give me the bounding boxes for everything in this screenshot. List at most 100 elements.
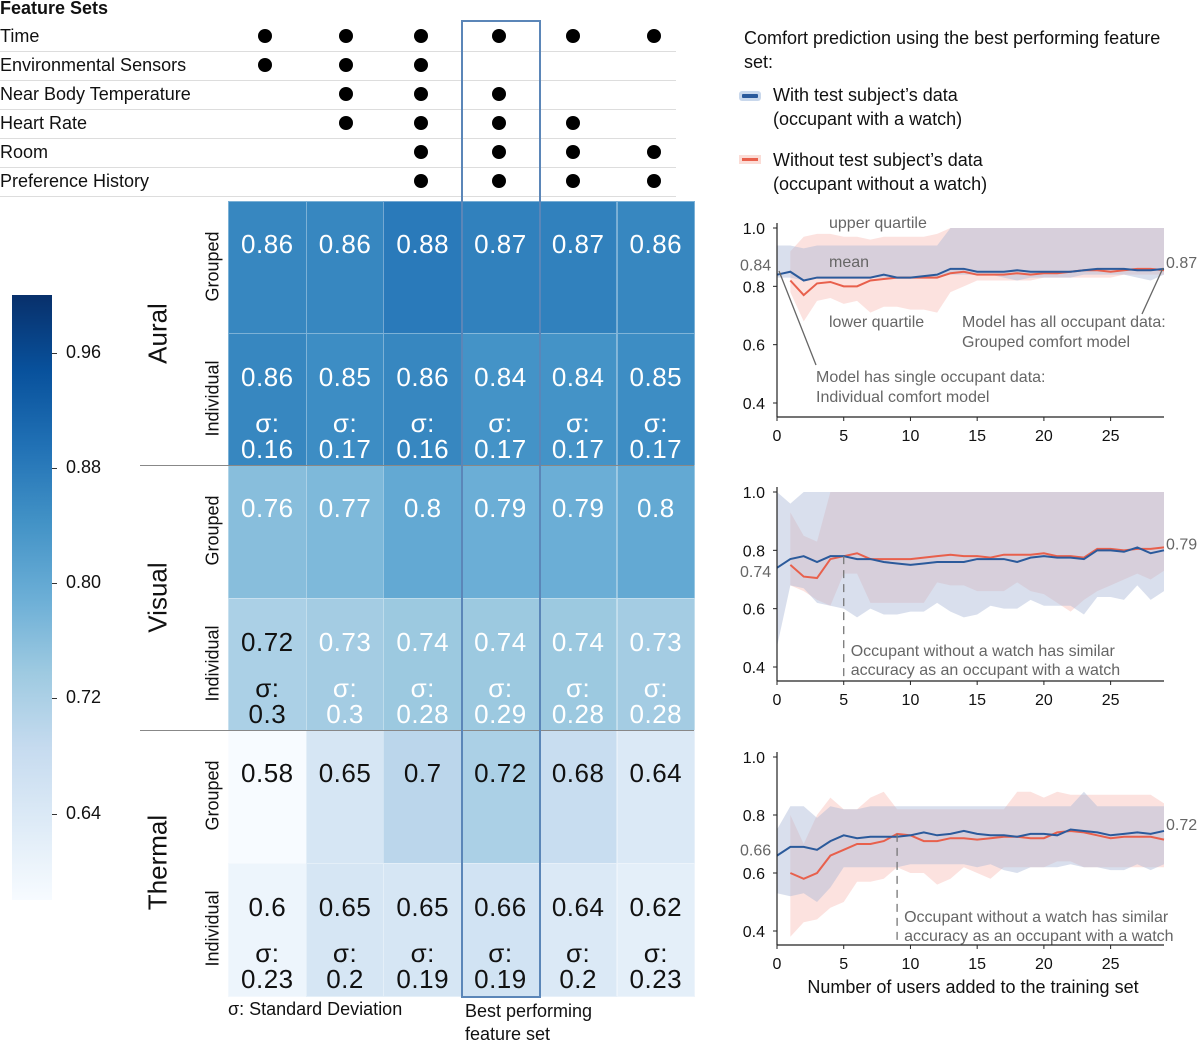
start-value-label: 0.74 bbox=[740, 564, 771, 581]
arrow-individual bbox=[778, 270, 817, 366]
legend-label: With test subject’s data bbox=[773, 85, 958, 105]
feature-label: Time bbox=[0, 26, 40, 46]
annotation-mean: mean bbox=[829, 254, 869, 271]
y-tick-label: 1.0 bbox=[743, 221, 765, 238]
feature-label: Preference History bbox=[0, 171, 150, 191]
x-tick-label: 5 bbox=[839, 692, 848, 709]
included-dot bbox=[492, 87, 506, 101]
cell-value: 0.76 bbox=[241, 493, 294, 523]
cell-value: 0.62 bbox=[629, 892, 683, 922]
annotation-upper-quartile: upper quartile bbox=[829, 215, 927, 232]
x-tick-label: 0 bbox=[773, 428, 782, 445]
annotation-similar-accuracy: accuracy as an occupant with a watch bbox=[851, 662, 1120, 679]
feature-row: Near Body Temperature bbox=[0, 80, 676, 110]
cell-value: 0.74 bbox=[396, 627, 450, 657]
included-dot bbox=[492, 29, 506, 43]
heatmap-cell: 0.76 bbox=[228, 465, 307, 599]
heatmap-cell: 0.8 bbox=[383, 465, 463, 599]
blue-mean-line bbox=[776, 546, 1165, 569]
cell-value: 0.58 bbox=[241, 758, 294, 788]
end-value-label: 0.72 bbox=[1166, 817, 1197, 834]
cell-sd: 0.28 bbox=[551, 699, 605, 729]
x-tick-label: 20 bbox=[1035, 428, 1053, 445]
cell-value: 0.65 bbox=[318, 758, 372, 788]
end-value-label: 0.87 bbox=[1166, 255, 1197, 272]
heatmap-cell: 0.8 bbox=[616, 465, 696, 599]
sd-prefix: σ: bbox=[566, 673, 591, 703]
x-tick-label: 25 bbox=[1102, 692, 1120, 709]
cell-sd: 0.29 bbox=[474, 699, 527, 729]
cell-sd: 0.2 bbox=[559, 964, 597, 994]
included-dot bbox=[414, 29, 428, 43]
sd-prefix: σ: bbox=[332, 938, 358, 968]
legend-swatch-red bbox=[742, 158, 758, 161]
sd-prefix: σ: bbox=[332, 673, 358, 703]
arrow-grouped bbox=[1141, 267, 1164, 315]
blue-quartile-band bbox=[777, 492, 1164, 647]
cell-value: 0.87 bbox=[551, 229, 605, 259]
best-label-2: feature set bbox=[465, 1024, 551, 1044]
x-tick-label: 5 bbox=[839, 428, 848, 445]
cell-value: 0.64 bbox=[629, 758, 683, 788]
heatmap-cell: 0.66 σ: 0.19 bbox=[461, 863, 540, 997]
legend-title: Comfort prediction using the best perfor… bbox=[744, 28, 1161, 72]
cell-value: 0.86 bbox=[241, 362, 294, 392]
end-value-label: 0.79 bbox=[1166, 536, 1197, 553]
sd-prefix: σ: bbox=[643, 673, 668, 703]
included-dot bbox=[414, 87, 428, 101]
cell-value: 0.68 bbox=[551, 758, 605, 788]
heatmap-cell: 0.88 bbox=[383, 201, 463, 335]
heatmap-cell: 0.73 σ: 0.28 bbox=[616, 598, 696, 732]
colorbar bbox=[12, 295, 52, 900]
cell-sd: 0.19 bbox=[474, 964, 527, 994]
blue-quartile-band bbox=[777, 228, 1164, 281]
heatmap-cell: 0.74 σ: 0.29 bbox=[461, 598, 540, 732]
colorbar-tick bbox=[52, 813, 57, 815]
colorbar-tick bbox=[52, 698, 57, 700]
sd-prefix: σ: bbox=[410, 408, 435, 438]
heatmap-cell: 0.7 bbox=[383, 730, 463, 864]
heatmap-cell: 0.6 σ: 0.23 bbox=[228, 863, 307, 997]
annotation-individual: Model has single occupant data: bbox=[816, 369, 1045, 386]
included-dot bbox=[492, 145, 506, 159]
y-tick-label: 0.8 bbox=[743, 279, 765, 296]
best-label-1: Best performing bbox=[465, 1001, 593, 1021]
sd-prefix: σ: bbox=[410, 938, 435, 968]
cell-value: 0.86 bbox=[396, 362, 450, 392]
y-tick-label: 0.8 bbox=[743, 808, 765, 825]
cell-sd: 0.23 bbox=[629, 964, 683, 994]
included-dot bbox=[414, 174, 428, 188]
cell-value: 0.84 bbox=[474, 362, 527, 392]
colorbar-tick-label: 0.96 bbox=[66, 341, 102, 362]
cell-sd: 0.23 bbox=[241, 964, 294, 994]
y-tick-label: 0.6 bbox=[743, 338, 765, 355]
cell-value: 0.85 bbox=[629, 362, 683, 392]
x-tick-label: 25 bbox=[1102, 956, 1120, 973]
heatmap-cell: 0.68 bbox=[538, 730, 618, 864]
heatmap-cell: 0.65 σ: 0.2 bbox=[305, 863, 385, 997]
cell-value: 0.7 bbox=[403, 758, 442, 788]
annotation-similar-accuracy: accuracy as an occupant with a watch bbox=[904, 928, 1173, 945]
sd-prefix: σ: bbox=[332, 408, 358, 438]
blue-mean-line bbox=[776, 267, 1165, 282]
colorbar-tick bbox=[52, 583, 57, 585]
y-tick-label: 0.4 bbox=[743, 924, 765, 941]
x-axis-label: Number of users added to the training se… bbox=[807, 977, 1138, 997]
x-tick-label: 20 bbox=[1035, 956, 1053, 973]
heatmap-cell: 0.65 σ: 0.19 bbox=[383, 863, 463, 997]
red-quartile-band bbox=[790, 791, 1164, 937]
included-dot bbox=[414, 58, 428, 72]
y-tick-label: 0.4 bbox=[743, 396, 765, 413]
cell-value: 0.8 bbox=[637, 493, 675, 523]
included-dot bbox=[647, 145, 661, 159]
y-tick-label: 0.6 bbox=[743, 602, 765, 619]
heatmap-cell: 0.87 bbox=[538, 201, 618, 335]
legend-swatch-blue bbox=[742, 94, 758, 98]
cell-sd: 0.17 bbox=[629, 434, 683, 464]
x-tick-label: 0 bbox=[773, 956, 782, 973]
heatmap-cell: 0.87 bbox=[461, 201, 540, 335]
cell-value: 0.86 bbox=[629, 229, 683, 259]
y-tick-label: 0.4 bbox=[743, 660, 765, 677]
cell-value: 0.72 bbox=[474, 758, 527, 788]
included-dot bbox=[339, 87, 353, 101]
